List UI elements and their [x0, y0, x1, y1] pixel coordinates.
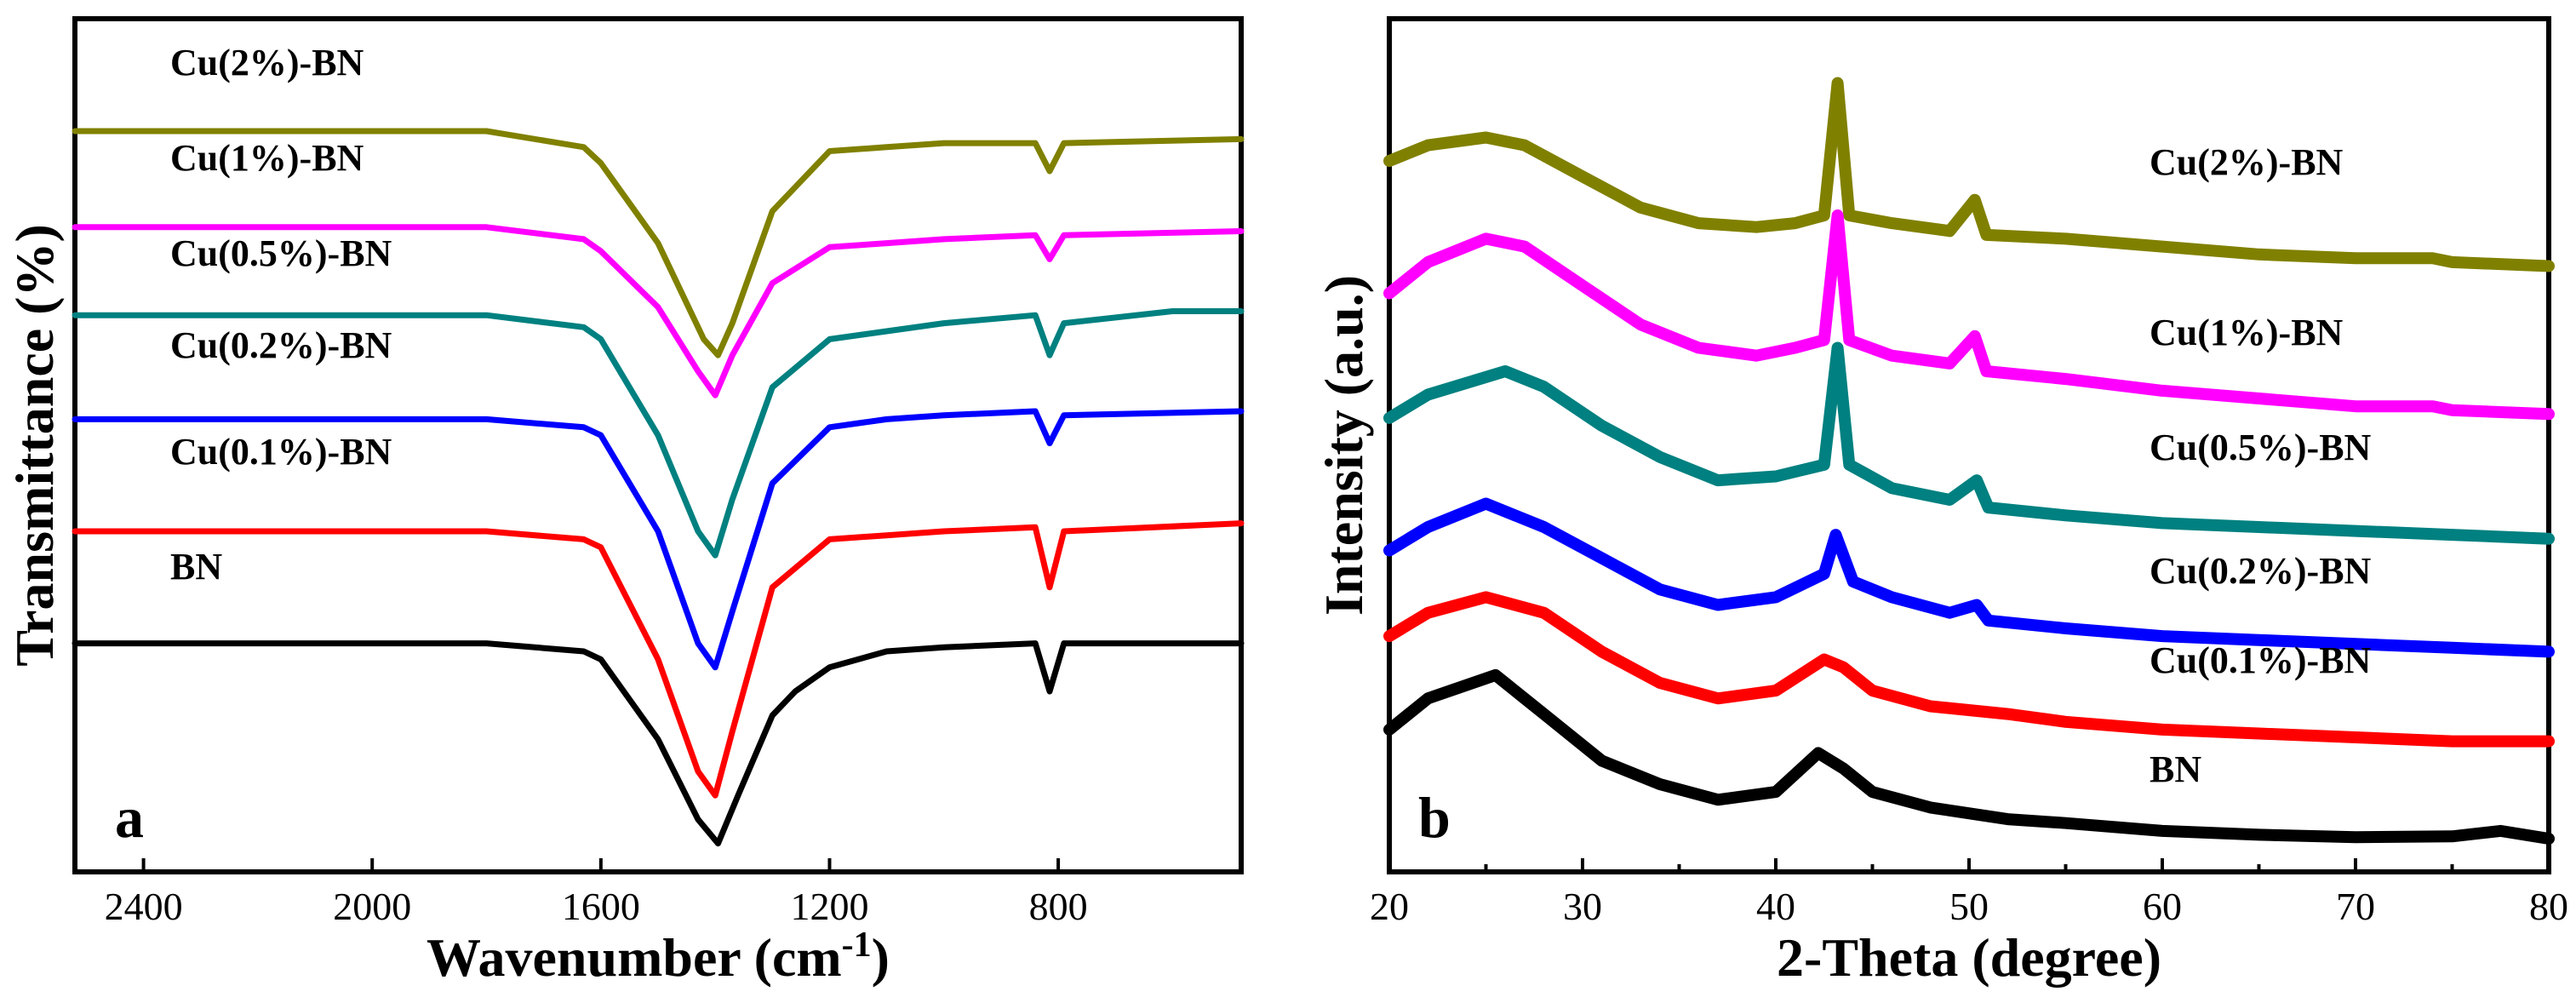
- panel-a-x-tick-label: 1200: [790, 885, 868, 928]
- panel-a-x-tick-label: 800: [1029, 885, 1088, 928]
- panel-a-label-bn: BN: [170, 546, 222, 587]
- panel-a-series-cu-0-5-bn: [72, 308, 1245, 559]
- panel-b-series-cu-0-5-bn: [1383, 341, 2555, 545]
- panel-b-series-cu-0-2-bn: [1383, 497, 2555, 658]
- panel-b-series-bn: [1383, 668, 2555, 845]
- panel-b-x-tick-label: 30: [1563, 885, 1602, 928]
- panel-b-series-cu-0-1-bn: [1383, 591, 2555, 748]
- panel-b-x-tick-label: 60: [2143, 885, 2182, 928]
- panel-b-label-cu-2-bn: Cu(2%)-BN: [2150, 141, 2344, 183]
- panel-b-series-cu-1-bn: [1383, 209, 2555, 421]
- panel-b-series-cu-2-bn: [1383, 77, 2555, 272]
- panel-a-ftir: 2400 2000 1600 1200 800 Cu(2%)-BNCu(1%)-BNCu…: [4, 16, 1245, 988]
- panel-b-xrd: 20 30 40 50 60 70 80 Cu(2%)-BN Cu(1%)-BN Cu(0.5%…: [1314, 16, 2568, 988]
- panel-b-label-cu-0-2-bn: Cu(0.2%)-BN: [2150, 550, 2372, 592]
- panel-a-x-title: Wavenumber (cm-1): [426, 926, 890, 988]
- panel-b-series-labels: Cu(2%)-BN Cu(1%)-BN Cu(0.5%)-BN Cu(0.2%)-BN…: [2150, 141, 2372, 790]
- panel-a-series-cu-0-1-bn: [72, 520, 1245, 799]
- panel-a-x-tick-label: 2400: [105, 885, 183, 928]
- panel-a-label-cu-2-bn: Cu(2%)-BN: [170, 42, 364, 83]
- panel-a-frame: [72, 16, 1244, 874]
- panel-a-x-tick-label: 2000: [333, 885, 411, 928]
- panel-b-x-tick-label: 80: [2529, 885, 2568, 928]
- panel-b-x-title: 2-Theta (degree): [1777, 927, 2161, 988]
- panel-b-letter: b: [1418, 785, 1451, 850]
- panel-a-label-cu-0-2-bn: Cu(0.2%)-BN: [170, 324, 392, 366]
- panel-b-x-tick-label: 20: [1370, 885, 1409, 928]
- panel-a-series-cu-0-2-bn: [72, 408, 1245, 671]
- panel-a-label-cu-0-5-bn: Cu(0.5%)-BN: [170, 232, 392, 274]
- panel-b-label-cu-0-5-bn: Cu(0.5%)-BN: [2150, 427, 2372, 468]
- panel-a-series-labels: Cu(2%)-BN Cu(1%)-BN Cu(0.5%)-BN Cu(0.2%)-BN…: [170, 42, 392, 587]
- panel-b-x-ticks: 20 30 40 50 60 70 80: [1370, 858, 2568, 928]
- panel-a-x-tick-label: 1600: [562, 885, 640, 928]
- panel-a-label-cu-0-1-bn: Cu(0.1%)-BN: [170, 431, 392, 473]
- panel-b-series: [1383, 77, 2555, 845]
- panel-a-series-bn: [72, 640, 1245, 847]
- panel-b-x-tick-label: 50: [1949, 885, 1989, 928]
- panel-b-label-bn: BN: [2150, 748, 2201, 790]
- panel-a-x-ticks: 2400 2000 1600 1200 800: [105, 858, 1088, 928]
- panel-b-y-title: Intensity (a.u.): [1314, 275, 1374, 616]
- panel-a-y-title: Transmittance (%): [4, 224, 65, 667]
- panel-a-series-cu-2-bn: [72, 128, 1245, 358]
- panel-b-label-cu-1-bn: Cu(1%)-BN: [2150, 312, 2344, 353]
- panel-b-x-tick-label: 70: [2336, 885, 2375, 928]
- panel-a-x-title-sup: -1: [842, 926, 872, 965]
- panel-a-letter: a: [115, 785, 144, 850]
- panel-a-series: [72, 128, 1245, 847]
- panel-b-x-tick-label: 40: [1756, 885, 1795, 928]
- panel-a-label-cu-1-bn: Cu(1%)-BN: [170, 137, 364, 179]
- panel-a-series-cu-1-bn: [72, 224, 1245, 398]
- panel-b-label-cu-0-1-bn: Cu(0.1%)-BN: [2150, 639, 2372, 681]
